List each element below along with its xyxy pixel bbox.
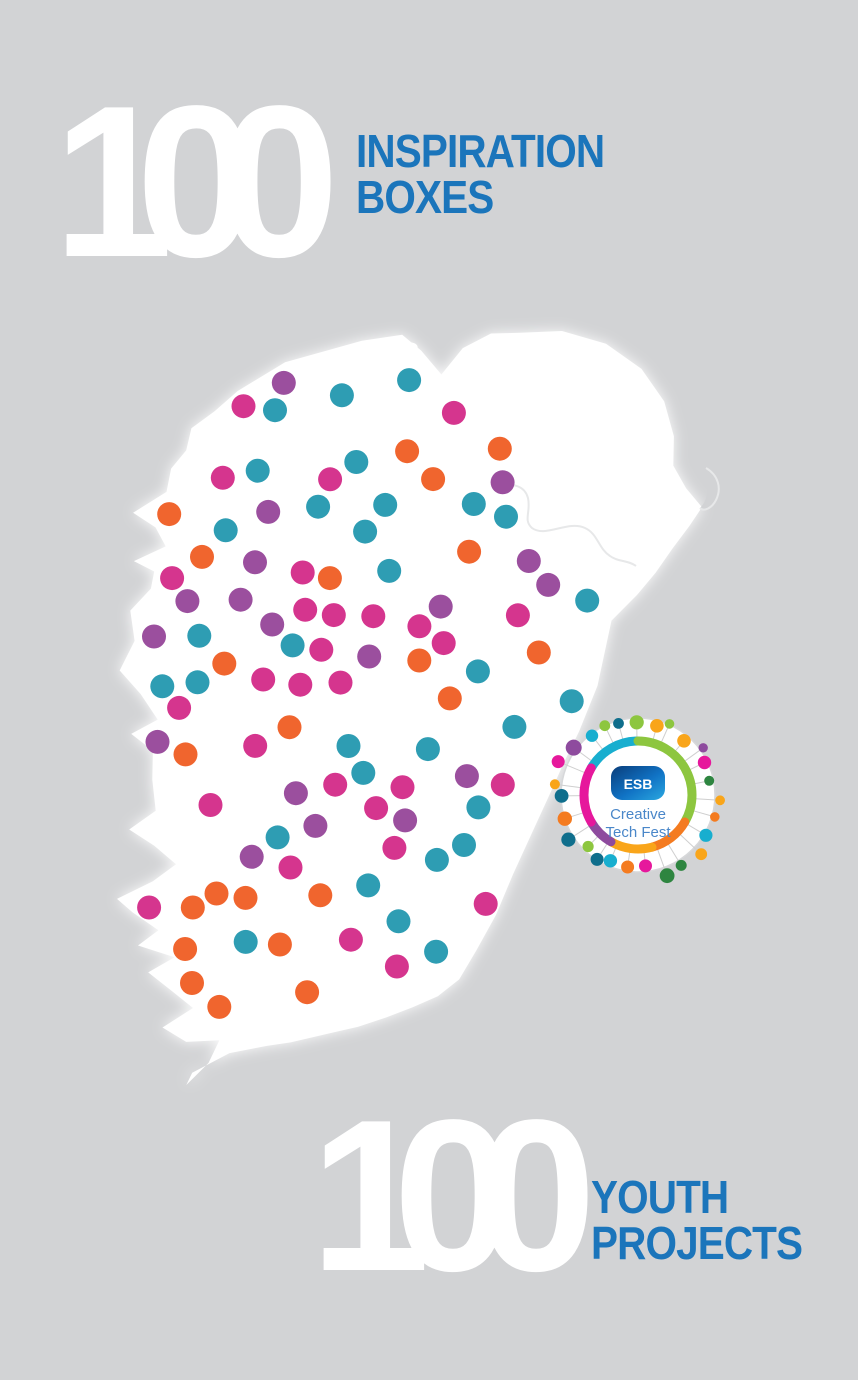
svg-text:Tech Fest: Tech Fest bbox=[605, 824, 671, 841]
svg-text:ESB: ESB bbox=[624, 776, 653, 792]
svg-text:Creative: Creative bbox=[610, 806, 666, 823]
